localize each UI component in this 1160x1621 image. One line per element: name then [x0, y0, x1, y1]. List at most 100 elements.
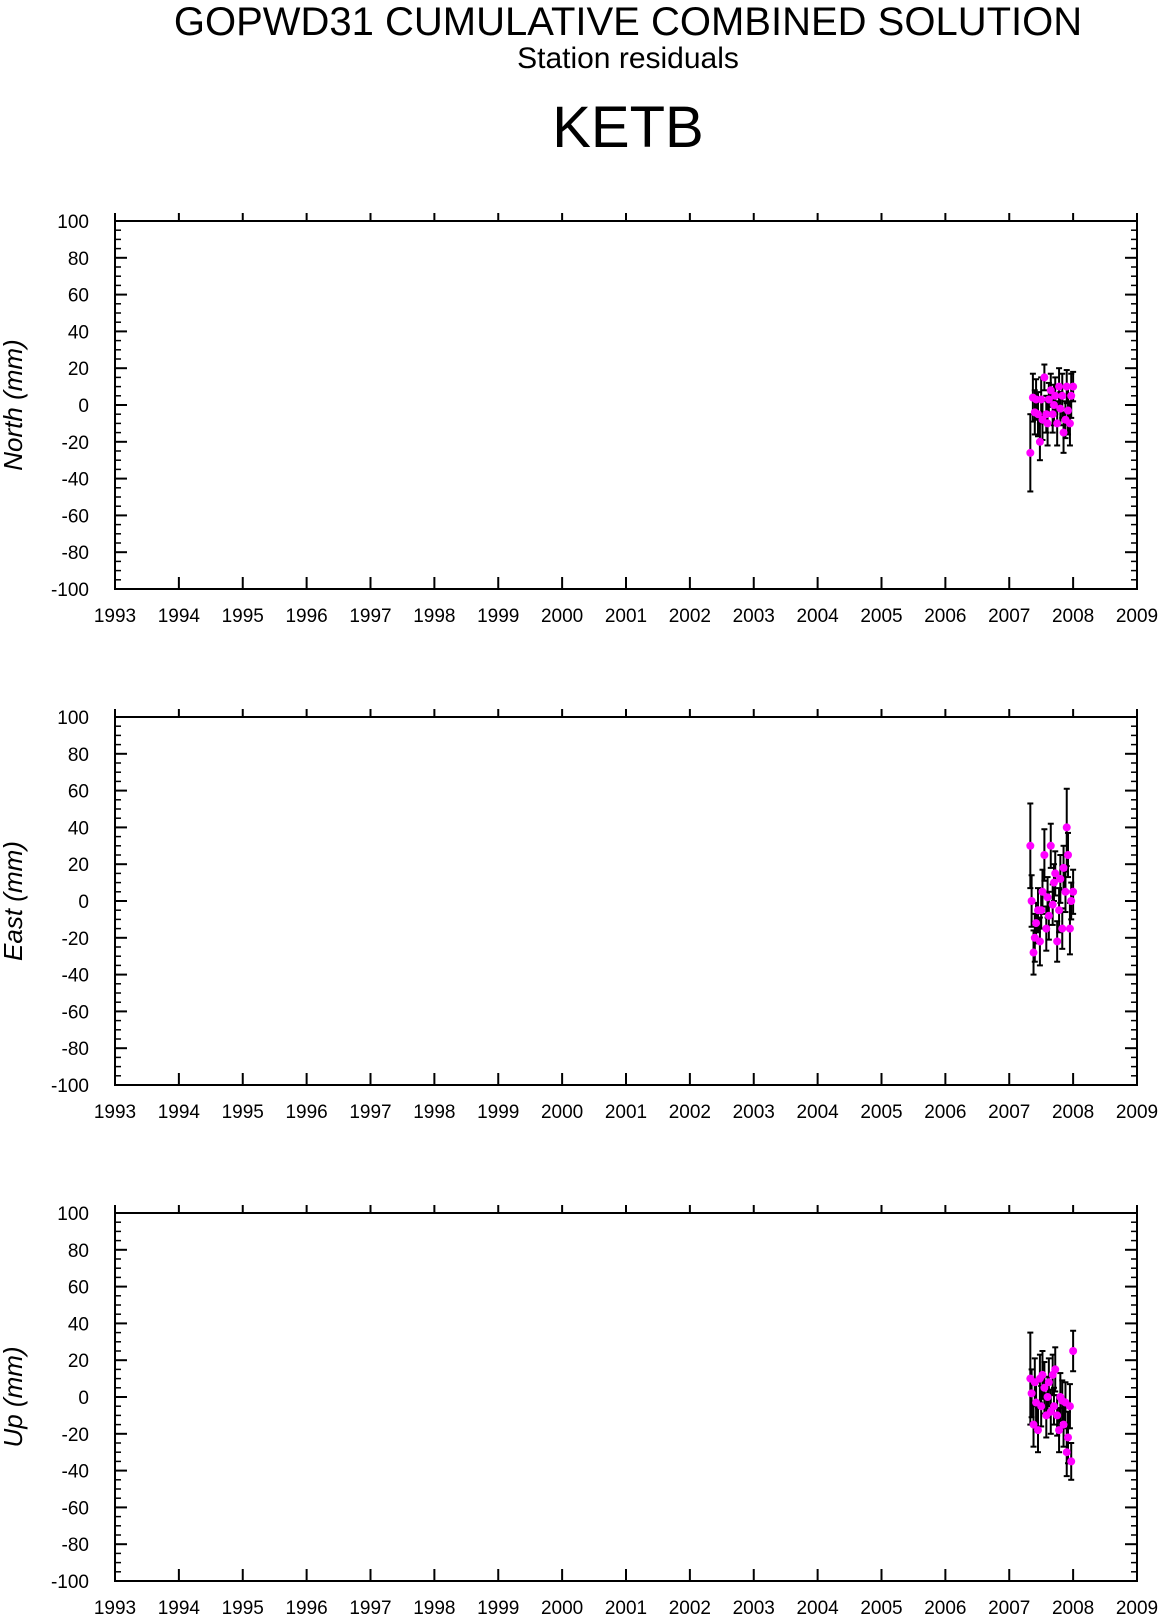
- x-tick-label: 1995: [222, 1598, 264, 1619]
- data-point: [1056, 404, 1065, 413]
- data-point: [1038, 887, 1047, 896]
- data-point: [1042, 924, 1051, 933]
- y-tick-label: -20: [62, 929, 89, 950]
- y-tick-label: -100: [51, 580, 89, 601]
- x-tick-label: 2000: [541, 606, 583, 627]
- data-point: [1067, 1457, 1076, 1466]
- y-tick-label: -40: [62, 966, 89, 987]
- data-point: [1044, 395, 1053, 404]
- data-point: [1037, 1402, 1046, 1411]
- data-point: [1040, 373, 1049, 382]
- data-point: [1027, 897, 1036, 905]
- data-point: [1035, 437, 1044, 446]
- x-tick-label: 1996: [285, 1598, 327, 1619]
- x-tick-label: 1999: [477, 606, 519, 627]
- x-tick-label: 1999: [477, 1102, 519, 1123]
- data-point: [1067, 897, 1076, 905]
- y-tick-label: -80: [62, 1039, 89, 1060]
- x-tick-label: 2007: [988, 1598, 1030, 1619]
- data-point: [1051, 1365, 1060, 1374]
- y-tick-label: 20: [68, 855, 89, 876]
- x-tick-label: 2002: [669, 606, 711, 627]
- data-point: [1053, 419, 1062, 428]
- data-point: [1049, 878, 1058, 887]
- y-tick-label: -40: [62, 1462, 89, 1483]
- x-tick-label: 2008: [1052, 1598, 1094, 1619]
- y-tick-label: 0: [78, 396, 89, 417]
- y-tick-label: 100: [57, 708, 89, 729]
- x-tick-label: 1993: [94, 1598, 136, 1619]
- data-point: [1062, 1448, 1071, 1457]
- data-point: [1061, 887, 1070, 896]
- data-point: [1064, 406, 1073, 415]
- x-tick-label: 2003: [733, 1102, 775, 1123]
- y-tick-label: 20: [68, 359, 89, 380]
- x-tick-label: 2003: [733, 606, 775, 627]
- data-point: [1033, 1426, 1042, 1435]
- x-tick-label: 1997: [349, 1102, 391, 1123]
- x-tick-label: 2000: [541, 1598, 583, 1619]
- x-tick-label: 1996: [285, 1102, 327, 1123]
- x-tick-label: 2006: [924, 1598, 966, 1619]
- data-point: [1043, 419, 1052, 428]
- data-point: [1029, 1420, 1038, 1429]
- y-tick-label: 40: [68, 818, 89, 839]
- y-tick-label: -100: [51, 1076, 89, 1097]
- y-tick-label: 80: [68, 745, 89, 766]
- data-point: [1055, 1426, 1064, 1435]
- x-tick-label: 2009: [1116, 1102, 1158, 1123]
- y-tick-label: -60: [62, 1002, 89, 1023]
- x-tick-label: 2001: [605, 1598, 647, 1619]
- data-point: [1051, 391, 1060, 400]
- x-tick-label: 2001: [605, 606, 647, 627]
- y-tick-label: -80: [62, 543, 89, 564]
- data-point: [1042, 410, 1051, 419]
- data-point: [1043, 893, 1052, 902]
- data-point: [1065, 419, 1074, 428]
- x-tick-label: 2004: [796, 1598, 839, 1619]
- data-point: [1044, 1378, 1053, 1387]
- x-tick-label: 2003: [733, 1598, 775, 1619]
- y-tick-label: 20: [68, 1351, 89, 1372]
- y-tick-label: -20: [62, 433, 89, 454]
- y-tick-label: 60: [68, 782, 89, 803]
- data-point: [1044, 911, 1053, 920]
- y-tick-label: 60: [68, 286, 89, 307]
- x-tick-label: 2002: [669, 1598, 711, 1619]
- y-axis-label: Up (mm): [0, 1346, 28, 1447]
- y-tick-label: 60: [68, 1278, 89, 1299]
- data-point: [1069, 887, 1078, 896]
- y-tick-label: 100: [57, 1204, 89, 1225]
- x-tick-label: 1994: [158, 1598, 201, 1619]
- x-tick-label: 1997: [349, 606, 391, 627]
- y-tick-label: -80: [62, 1535, 89, 1556]
- data-point: [1048, 410, 1057, 419]
- data-point: [1059, 1420, 1068, 1429]
- data-point: [1064, 1433, 1073, 1442]
- y-tick-label: 0: [78, 1388, 89, 1409]
- data-point: [1056, 874, 1065, 883]
- data-point: [1046, 841, 1055, 850]
- x-tick-label: 1995: [222, 606, 264, 627]
- chart-subtitle: Station residuals: [517, 42, 739, 75]
- x-tick-label: 1995: [222, 1102, 264, 1123]
- x-tick-label: 2006: [924, 1102, 966, 1123]
- data-point: [1065, 924, 1074, 933]
- x-tick-label: 2002: [669, 1102, 711, 1123]
- data-point: [1055, 906, 1064, 915]
- data-point: [1037, 395, 1046, 404]
- data-point: [1051, 869, 1060, 878]
- data-point: [1040, 851, 1049, 859]
- y-axis-label: North (mm): [0, 339, 28, 470]
- data-point: [1049, 401, 1058, 409]
- x-tick-label: 2005: [860, 606, 902, 627]
- data-point: [1027, 1389, 1036, 1398]
- x-tick-label: 1998: [413, 1598, 455, 1619]
- x-tick-label: 1996: [285, 606, 327, 627]
- data-point: [1062, 382, 1071, 391]
- data-point: [1059, 863, 1068, 872]
- data-point: [1067, 391, 1076, 400]
- y-tick-label: -20: [62, 1425, 89, 1446]
